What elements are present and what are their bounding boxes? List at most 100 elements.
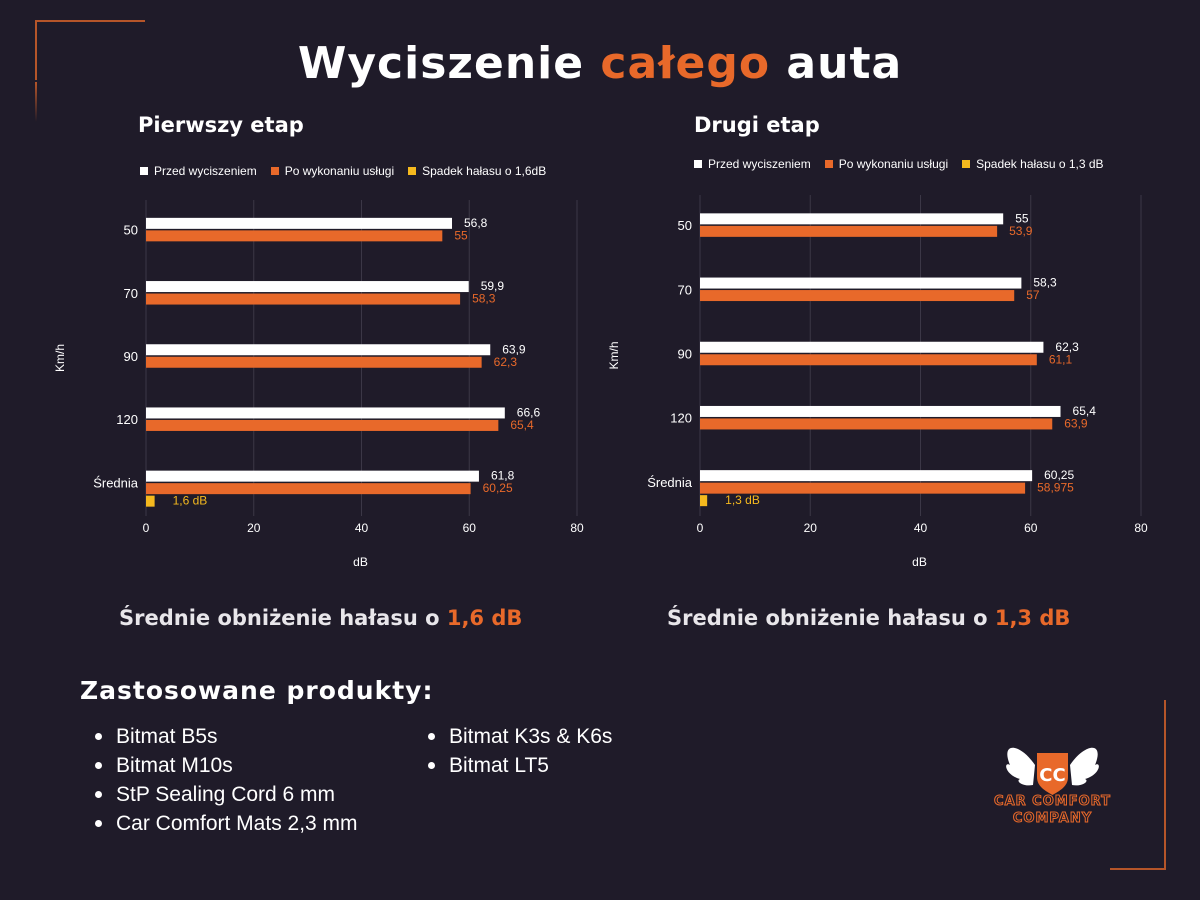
legend-item-after: Po wykonaniu usługi [270, 164, 395, 178]
title-accent: całego [600, 38, 771, 89]
y-axis-label: Km/h [607, 341, 621, 369]
data-label: 56,8 [464, 216, 488, 230]
company-name-line-1: CAR COMFORT [994, 794, 1111, 810]
data-label: 1,3 dB [725, 493, 760, 507]
bar-after [146, 230, 443, 242]
product-item: StP Sealing Cord 6 mm [92, 780, 358, 809]
bar-after [700, 290, 1015, 302]
x-tick-label: 80 [1134, 521, 1148, 535]
summary-text: Średnie obniżenie hałasu o [119, 606, 440, 630]
bar-after [700, 482, 1026, 494]
category-label: 120 [116, 412, 138, 427]
summary-text: Średnie obniżenie hałasu o [667, 606, 988, 630]
legend-swatch-before [694, 160, 702, 168]
product-item: Bitmat M10s [92, 751, 358, 780]
legend-label-after: Po wykonaniu usługi [838, 157, 949, 171]
bar-after [146, 293, 461, 305]
data-label: 63,9 [502, 342, 526, 356]
company-logo: CC [1006, 747, 1099, 795]
bar-before [700, 277, 1022, 289]
legend-stage-2: Przed wyciszeniem Po wykonaniu usługi Sp… [694, 157, 1104, 171]
bar-drop [146, 495, 155, 507]
x-tick-label: 20 [804, 521, 818, 535]
legend-swatch-after [270, 167, 279, 175]
category-label: 70 [124, 286, 138, 301]
corner-decoration-bottom-right [1110, 700, 1166, 870]
data-label: 55 [1015, 211, 1029, 225]
wings-icon [1006, 747, 1099, 786]
legend-item-drop: Spadek hałasu o 1,3 dB [962, 157, 1104, 171]
bar-after [700, 225, 998, 237]
legend-item-drop: Spadek hałasu o 1,6dB [408, 164, 546, 178]
x-tick-label: 60 [463, 521, 477, 535]
data-label: 58,975 [1037, 481, 1074, 495]
data-label: 55 [454, 228, 468, 242]
data-label: 66,6 [517, 405, 541, 419]
x-axis-label: dB [912, 555, 927, 569]
x-tick-label: 40 [355, 521, 369, 535]
bar-before [700, 341, 1044, 353]
title-part-2: auta [786, 38, 903, 89]
data-label: 58,3 [1033, 276, 1057, 290]
bar-after [146, 356, 482, 368]
data-label: 62,3 [494, 355, 518, 369]
category-label: 90 [124, 349, 138, 364]
legend-item-before: Przed wyciszeniem [694, 157, 811, 171]
company-name-line-2: COMPANY [1012, 811, 1093, 827]
data-label: 65,4 [1073, 404, 1097, 418]
product-list-column-1: Bitmat B5s Bitmat M10s StP Sealing Cord … [92, 722, 358, 838]
data-label: 58,3 [472, 292, 496, 306]
summary-stage-2: Średnie obniżenie hałasu o 1,3 dB [667, 606, 1070, 630]
x-tick-label: 0 [697, 521, 704, 535]
data-label: 65,4 [510, 418, 534, 432]
shield-icon [1037, 753, 1068, 795]
data-label: 60,25 [483, 481, 513, 495]
data-label: 63,9 [1064, 416, 1088, 430]
category-label: 70 [678, 282, 692, 297]
company-name: CAR COMFORT COMPANY [955, 793, 1150, 827]
data-label: 62,3 [1055, 340, 1079, 354]
category-label: 50 [124, 223, 138, 238]
chart-title-stage-1: Pierwszy etap [138, 113, 304, 137]
data-label: 60,25 [1044, 468, 1074, 482]
data-label: 61,8 [491, 469, 515, 483]
bar-before [146, 407, 505, 419]
y-axis-label: Km/h [53, 344, 67, 372]
data-label: 59,9 [481, 279, 505, 293]
data-label: 53,9 [1009, 224, 1033, 238]
category-label: 50 [678, 218, 692, 233]
x-tick-label: 0 [143, 521, 150, 535]
bar-before [700, 405, 1061, 417]
legend-item-before: Przed wyciszeniem [140, 164, 257, 178]
bar-before [146, 217, 453, 229]
legend-item-after: Po wykonaniu usługi [824, 157, 949, 171]
bar-drop [700, 495, 708, 507]
legend-stage-1: Przed wyciszeniem Po wykonaniu usługi Sp… [140, 164, 546, 178]
corner-decoration-top-left [35, 20, 145, 122]
logo-monogram: CC [1039, 765, 1065, 786]
data-label: 1,6 dB [173, 494, 208, 508]
x-axis-label: dB [353, 555, 368, 569]
product-item: Bitmat B5s [92, 722, 358, 751]
legend-swatch-before [140, 167, 148, 175]
x-tick-label: 40 [914, 521, 928, 535]
bar-after [146, 483, 471, 495]
legend-label-drop: Spadek hałasu o 1,6dB [422, 164, 547, 178]
category-label: 120 [670, 411, 692, 426]
category-label: Średnia [93, 475, 139, 490]
legend-swatch-drop [962, 160, 971, 168]
bar-before [146, 470, 479, 482]
x-tick-label: 20 [247, 521, 261, 535]
x-tick-label: 80 [570, 521, 584, 535]
bar-before [146, 344, 491, 356]
legend-swatch-drop [408, 167, 417, 175]
chart-title-stage-2: Drugi etap [694, 113, 820, 137]
category-label: Średnia [647, 475, 693, 490]
product-item: Car Comfort Mats 2,3 mm [92, 809, 358, 838]
summary-value: 1,6 dB [446, 606, 523, 630]
legend-label-after: Po wykonaniu usługi [284, 164, 395, 178]
data-label: 61,1 [1049, 352, 1073, 366]
page-title: Wyciszenie całego auta [0, 38, 1200, 89]
